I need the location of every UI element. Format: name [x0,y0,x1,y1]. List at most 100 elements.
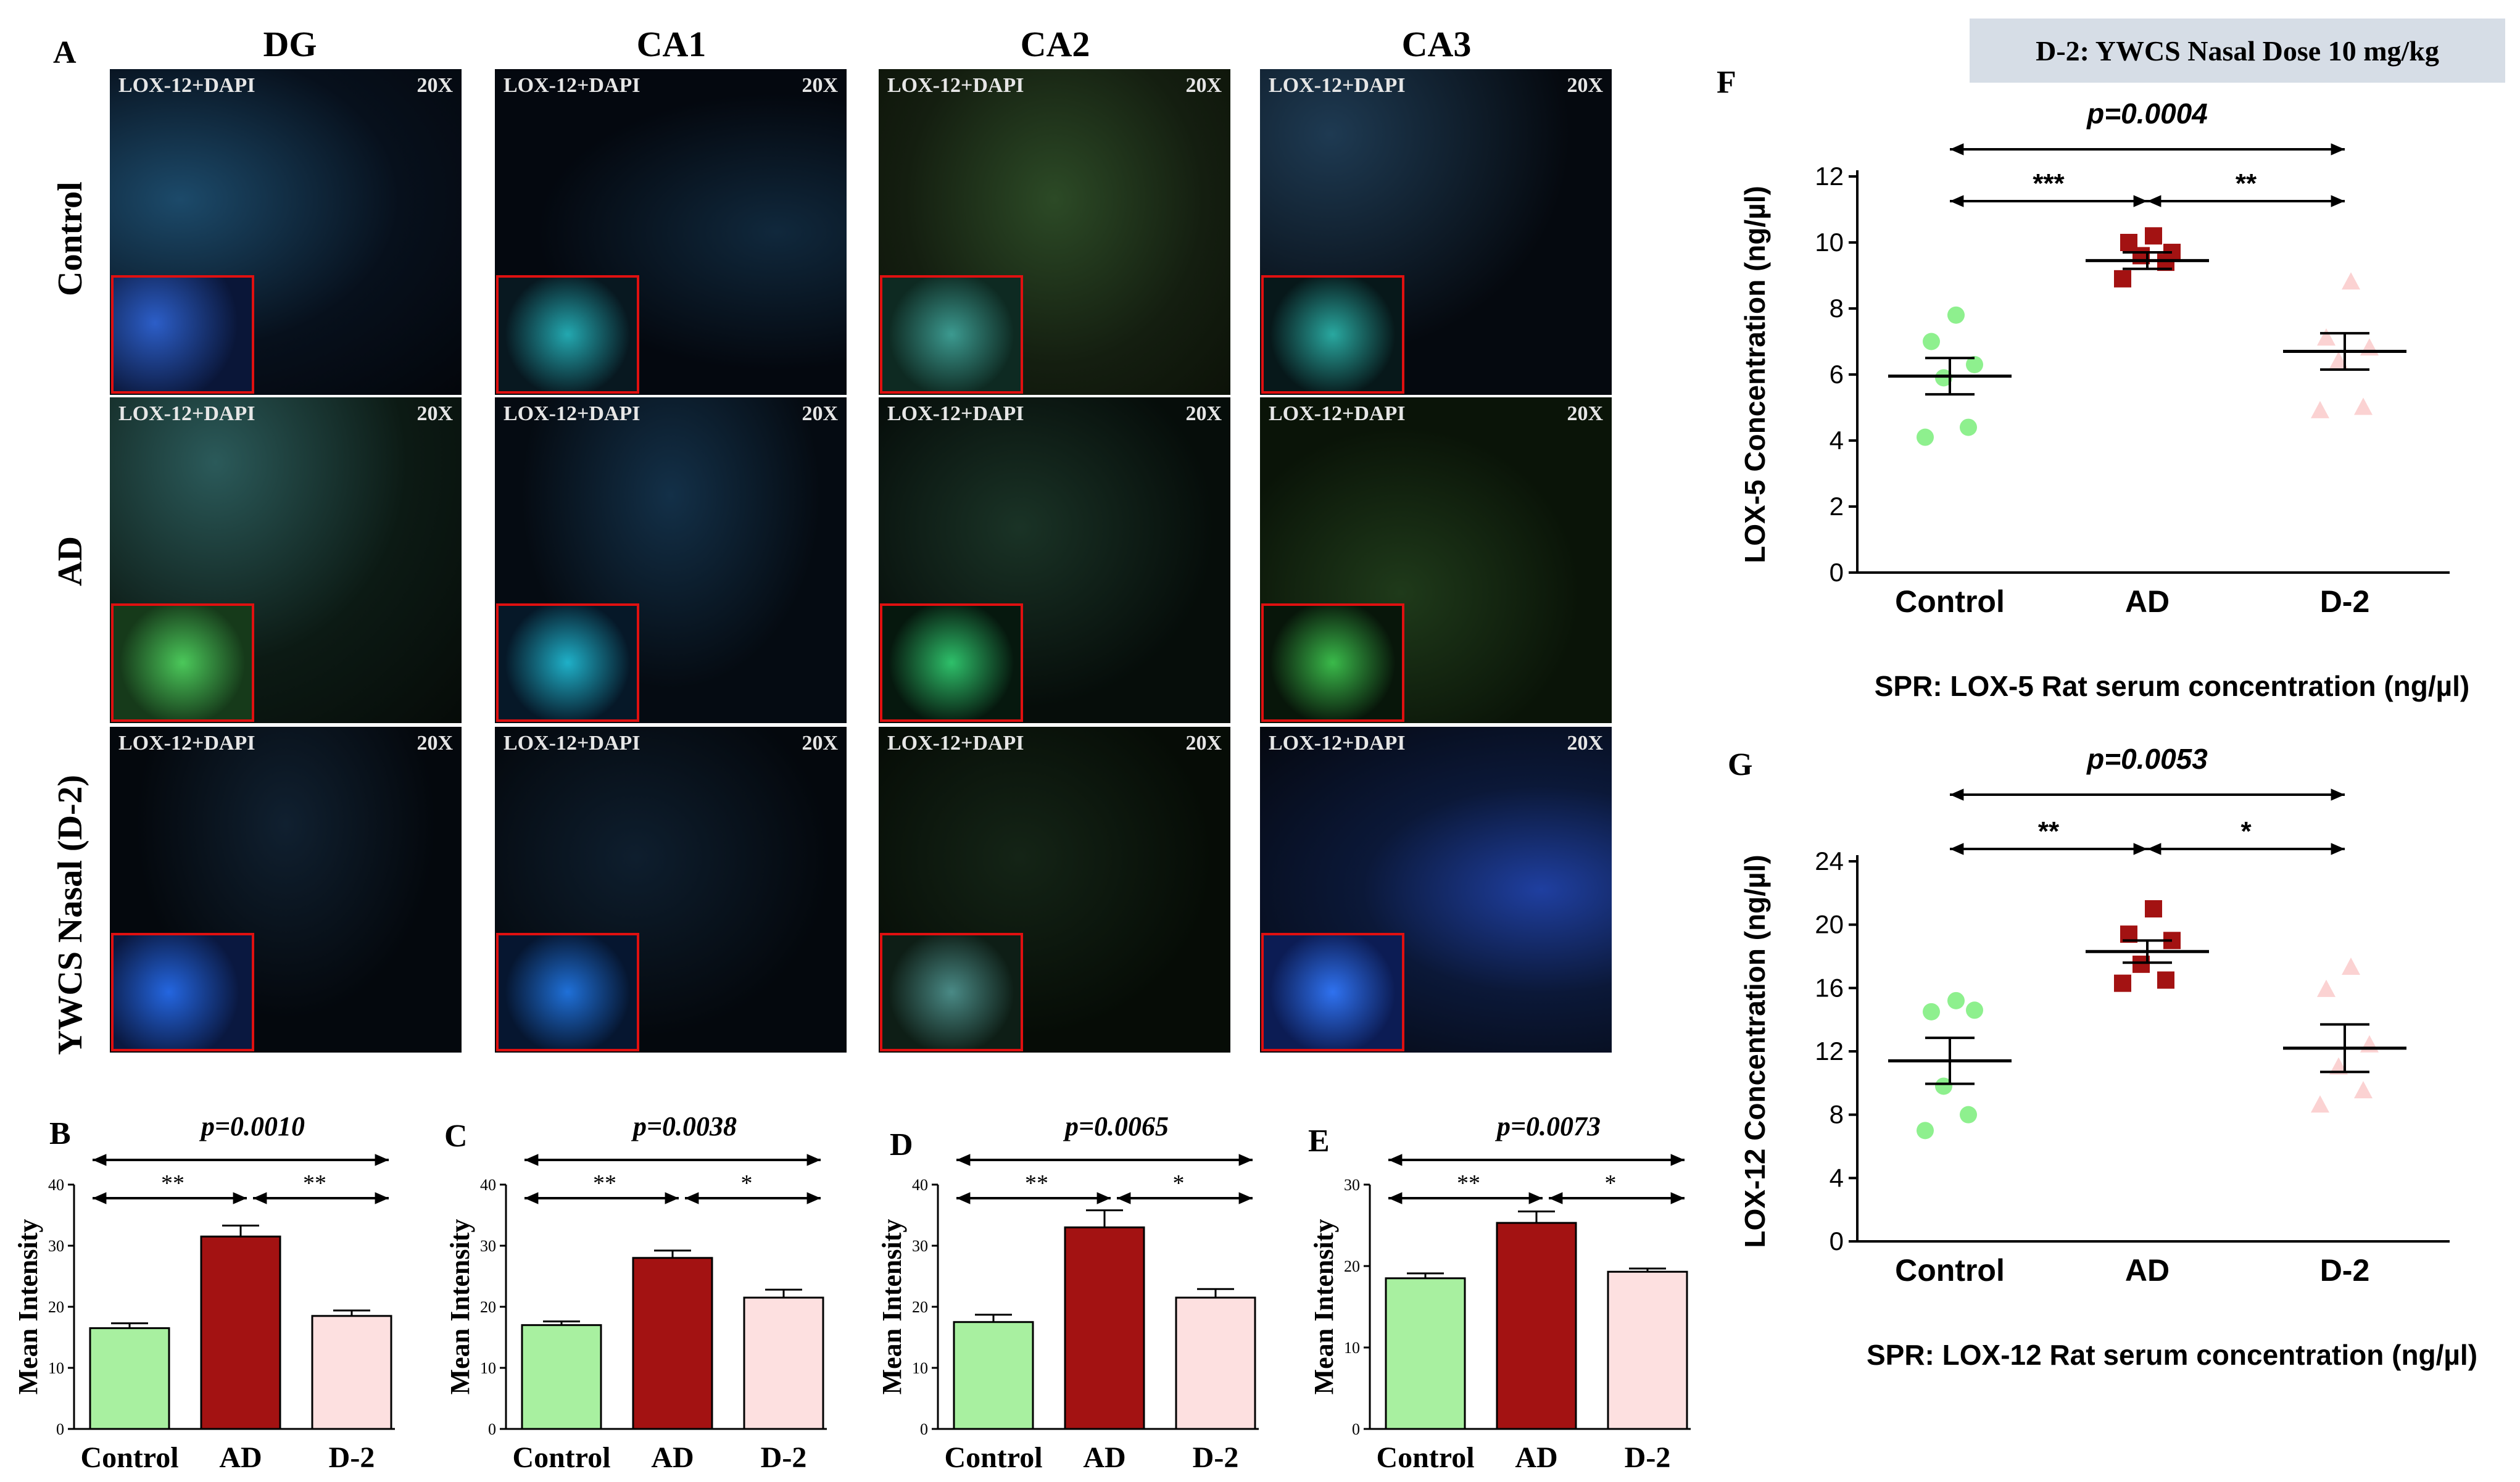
micrograph-control-ca1: LOX-12+DAPI 20X [495,69,847,395]
data-point-control [1960,1106,1977,1124]
zoom-inset [880,933,1023,1051]
bar-ad [632,1257,713,1430]
x-tick-label: Control [944,1441,1042,1474]
right-comparison-arrow-head-right [1238,1192,1253,1204]
magnification-label: 20X [1567,74,1603,97]
data-point-ad [2145,900,2162,917]
y-tick-label: 12 [1815,1037,1844,1066]
y-tick-label: 4 [1830,1163,1844,1192]
zoom-inset [496,933,639,1051]
data-point-control [1966,1001,1983,1019]
data-point-ad [2145,227,2162,245]
data-point-control [1923,1003,1940,1020]
bar-control [521,1324,602,1430]
significance-left: ** [1457,1170,1480,1196]
right-comparison-arrow-head-right [806,1192,821,1204]
dose-banner: D-2: YWCS Nasal Dose 10 mg/kg [1970,19,2505,83]
y-axis-label: Mean Intensity [877,1219,907,1395]
data-point-d-2 [2329,351,2348,369]
bar-ad [1496,1222,1577,1430]
x-tick-label: D-2 [1193,1441,1239,1474]
micrograph-d2-ca2: LOX-12+DAPI 20X [879,727,1230,1053]
y-tick-label: 0 [1352,1420,1360,1438]
overall-comparison-arrow-head-right [2331,143,2345,155]
stain-label: LOX-12+DAPI [1269,402,1406,425]
left-comparison-arrow-head-left [93,1192,107,1204]
panel-label-f: F [1717,65,1736,100]
right-comparison-arrow-head-right [2331,195,2345,207]
magnification-label: 20X [802,74,838,97]
stain-label: LOX-12+DAPI [504,74,640,97]
data-point-control [1947,991,1965,1009]
y-axis-label: LOX-5 Concentration (ng/µl) [1740,186,1771,563]
zoom-inset [1261,603,1404,722]
column-header-ca2: CA2 [1020,24,1090,64]
magnification-label: 20X [417,402,453,425]
x-tick-label: D-2 [2320,1253,2370,1288]
p-value-label: p=0.0065 [1063,1111,1169,1141]
y-axis-label: Mean Intensity [13,1219,43,1395]
y-tick-label: 30 [480,1237,496,1255]
zoom-inset [496,603,639,722]
data-point-control [1947,306,1965,324]
overall-comparison-arrow-head-right [375,1154,389,1166]
y-tick-label: 20 [48,1298,64,1316]
significance-left: ** [161,1170,184,1196]
magnification-label: 20X [802,402,838,425]
significance-left: ** [593,1170,616,1196]
right-comparison-arrow-head-right [1670,1192,1685,1204]
x-tick-label: Control [1895,584,2005,619]
stain-label: LOX-12+DAPI [504,732,640,755]
bar-ad [1064,1226,1145,1430]
panel-label-c: C [444,1119,468,1154]
zoom-inset [1261,275,1404,394]
data-point-control [1960,418,1977,436]
overall-comparison-arrow-head-left [1950,789,1964,801]
data-point-d-2 [2311,400,2329,418]
x-tick-label: D-2 [2320,584,2370,619]
magnification-label: 20X [1185,732,1222,755]
overall-comparison-arrow-head-right [1238,1154,1253,1166]
data-point-control [1935,369,1952,387]
p-value-label: p=0.0053 [2086,743,2208,775]
zoom-inset [496,275,639,394]
data-point-ad [2120,234,2137,251]
y-tick-label: 10 [48,1359,64,1377]
x-tick-label: Control [1895,1253,2005,1288]
data-point-d-2 [2317,328,2336,346]
chart-caption: SPR: LOX-5 Rat serum concentration (ng/µ… [1875,670,2470,702]
micrograph-ad-ca2: LOX-12+DAPI 20X [879,397,1230,723]
x-tick-label: AD [1083,1441,1125,1474]
data-point-ad [2157,971,2174,989]
significance-right: * [2240,816,2252,847]
bar-control [89,1327,170,1430]
overall-comparison-arrow-head-right [1670,1154,1685,1166]
stain-label: LOX-12+DAPI [118,732,255,755]
stain-label: LOX-12+DAPI [118,402,255,425]
significance-right: * [1173,1170,1185,1196]
y-tick-label: 24 [1815,847,1844,876]
overall-comparison-arrow-head-left [524,1154,539,1166]
x-tick-label: AD [2125,584,2170,619]
panel-label-a: A [53,35,77,70]
bar-ad [200,1235,281,1430]
left-comparison-arrow-head-left [1950,195,1964,207]
y-tick-label: 20 [1815,910,1844,939]
y-tick-label: 0 [56,1420,64,1438]
micrograph-d2-ca3: LOX-12+DAPI 20X [1260,727,1612,1053]
row-header-ad: AD [51,536,89,586]
bar-control [953,1321,1034,1430]
micrograph-ad-ca3: LOX-12+DAPI 20X [1260,397,1612,723]
y-tick-label: 4 [1830,426,1844,455]
column-header-ca1: CA1 [636,24,707,64]
bar-d-2 [1175,1296,1256,1430]
y-tick-label: 20 [480,1298,496,1316]
y-tick-label: 30 [48,1237,64,1255]
significance-right: ** [303,1170,326,1196]
magnification-label: 20X [1185,402,1222,425]
data-point-control [1917,1122,1934,1140]
significance-right: * [741,1170,753,1196]
magnification-label: 20X [802,732,838,755]
significance-right: ** [2236,168,2257,199]
magnification-label: 20X [1185,74,1222,97]
